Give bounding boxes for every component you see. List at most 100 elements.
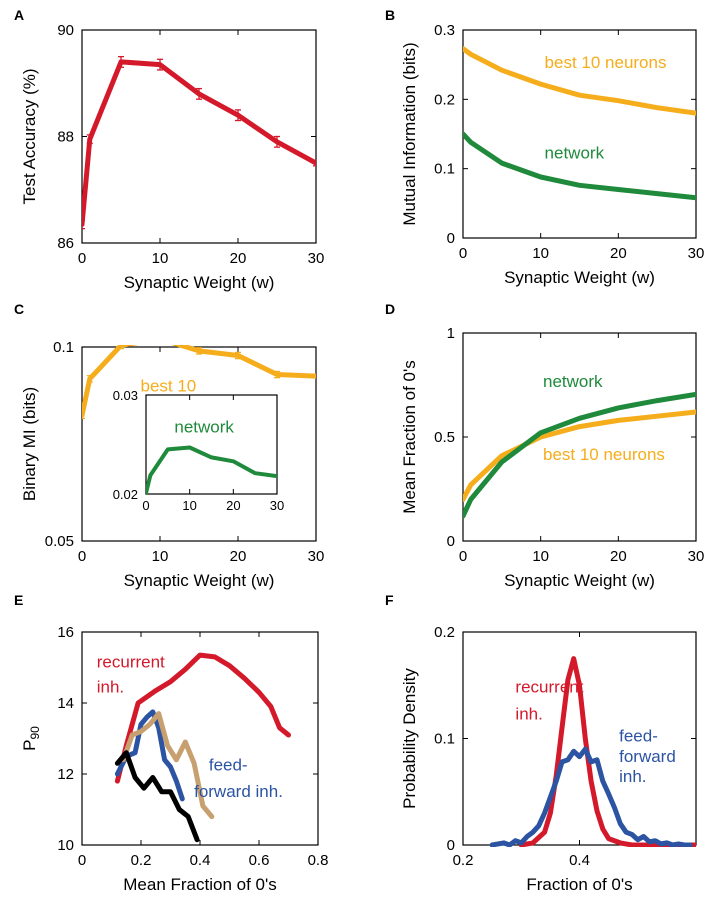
y-tick-label: 0 [447,230,455,247]
y-axis-label: Test Accuracy (%) [20,68,39,204]
x-tick-label: 20 [230,548,247,565]
series-line [82,345,316,418]
panel-label: B [385,7,395,23]
series-line [489,746,693,847]
y-tick-label: 0.3 [434,22,455,39]
panel-label: E [14,592,23,608]
y-tick-label: 0.2 [434,91,455,108]
series-best-10-neurons [463,46,696,116]
y-tick-label: 0.03 [113,388,138,403]
x-tick-label: 20 [230,250,247,267]
annotation-label: best 10 neurons [543,445,665,464]
series-line [120,711,215,820]
x-tick-label: 20 [226,498,240,513]
series-black [114,750,200,843]
series-recurrent-inh- [518,656,696,847]
x-tick-label: 0.4 [569,852,590,869]
y-tick-label: 10 [57,837,74,854]
y-tick-label: 90 [57,22,74,39]
x-tick-label: 10 [532,245,549,262]
y-tick-label: 0 [447,533,455,550]
x-axis-label: Synaptic Weight (w) [504,571,655,590]
y-tick-label: 0.2 [434,624,455,641]
panel-d-axes: 0 10 20 30 0 0.5 1 [434,325,704,565]
x-tick-label: 10 [152,250,169,267]
y-tick-label: 0.05 [45,533,74,550]
series-test-accuracy [82,55,316,230]
panel-c-frame [81,346,317,542]
series-line [463,131,696,201]
panel-f-axes: 0.2 0.4 0 0.1 0.2 [434,624,697,869]
series-best-10 [82,345,316,420]
annotation-label: forward [619,747,676,766]
x-tick-label: 20 [610,245,627,262]
y-axis-label: Mutual Information (bits) [400,42,419,225]
inset-axes: 0 10 20 30 0.02 0.03 [113,388,285,513]
annotation-label: recurrent [97,653,165,672]
x-tick-label: 0.2 [453,852,474,869]
x-tick-label: 0.4 [190,852,211,869]
y-axis-label: P90 [20,726,42,751]
x-tick-label: 0 [78,250,86,267]
x-tick-label: 0.2 [131,852,152,869]
annotation-label: feed- [209,755,248,774]
panel-label: A [14,7,24,23]
x-axis-label: Synaptic Weight (w) [124,273,275,292]
panel-a-axes: 0 10 20 30 86 88 90 [57,22,324,267]
y-axis-label: Probability Density [400,668,419,809]
y-tick-label: 0 [447,837,455,854]
x-axis-label: Synaptic Weight (w) [124,571,275,590]
x-tick-label: 30 [688,548,705,565]
annotation-label: inh. [97,677,124,696]
x-tick-label: 30 [308,548,325,565]
x-tick-label: 0 [78,852,86,869]
annotation-label: network [545,143,605,162]
x-axis-label: Mean Fraction of 0's [123,875,276,894]
y-tick-label: 88 [57,129,74,146]
annotation-label: forward inh. [194,782,283,801]
x-tick-label: 10 [532,548,549,565]
series-recurrent-inh- [114,652,291,784]
y-tick-label: 0.1 [434,731,455,748]
inset-frame [145,394,278,495]
y-tick-label: 86 [57,235,74,252]
annotation-label: network [174,418,234,437]
inset-background [146,395,277,494]
panel-label: D [385,301,395,317]
y-tick-label: 16 [57,624,74,641]
annotation-label: network [543,372,603,391]
series-line [114,652,291,784]
panel-d-frame [462,332,697,542]
x-axis-label: Synaptic Weight (w) [504,268,655,287]
series-line [82,59,316,227]
x-tick-label: 10 [152,548,169,565]
annotation-label: inh. [619,767,646,786]
panel-label: C [14,301,24,317]
annotation-label: recurrent [515,678,583,697]
series-line [146,445,277,495]
series-network [463,391,696,519]
y-tick-label: 1 [447,325,455,342]
series-feed-forward-inh- [489,746,693,847]
x-tick-label: 30 [688,245,705,262]
series-line [518,656,696,847]
series-feed-forward-inh- [114,709,185,802]
x-tick-label: 0.6 [249,852,270,869]
y-tick-label: 0.02 [113,487,138,502]
y-tick-label: 0.1 [434,161,455,178]
y-tick-label: 12 [57,766,74,783]
y-tick-label: 14 [57,695,74,712]
x-axis-label: Fraction of 0's [526,875,632,894]
annotation-label: feed- [619,727,658,746]
annotation-label: best 10 [141,377,197,396]
series-network [146,445,277,495]
series-line [463,391,696,519]
series-tan [120,711,215,820]
y-tick-label: 0.5 [434,429,455,446]
panel-e-axes: 0 0.2 0.4 0.6 0.8 10 12 14 16 [57,624,328,869]
series-line [463,46,696,116]
y-tick-label: 0.1 [53,339,74,356]
x-tick-label: 30 [308,250,325,267]
series-network [463,131,696,201]
